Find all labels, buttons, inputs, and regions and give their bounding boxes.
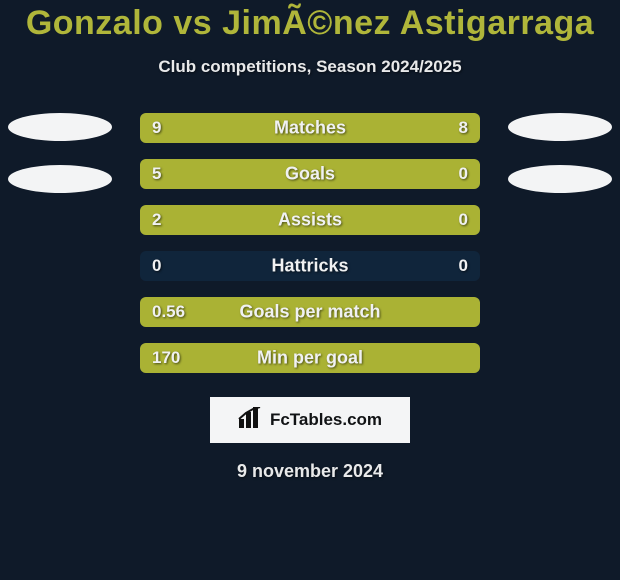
stat-row: 0.56 Goals per match <box>140 297 480 327</box>
stats-block: 9 8 Matches 5 0 Goals 2 0 Assists 0 0 Hattricks 0.56… <box>0 113 620 373</box>
stat-label: Hattricks <box>271 256 348 277</box>
player-right-ellipse-2 <box>508 165 612 193</box>
stat-row: 170 Min per goal <box>140 343 480 373</box>
stat-row: 2 0 Assists <box>140 205 480 235</box>
stat-row: 0 0 Hattricks <box>140 251 480 281</box>
bars-icon <box>238 407 264 434</box>
stat-rows: 9 8 Matches 5 0 Goals 2 0 Assists 0 0 Hattricks 0.56… <box>140 113 480 373</box>
stat-value-right: 0 <box>459 256 468 276</box>
stat-label: Assists <box>278 210 342 231</box>
date-text: 9 november 2024 <box>237 461 383 482</box>
stat-value-left: 2 <box>152 210 161 230</box>
page-title: Gonzalo vs JimÃ©nez Astigarraga <box>26 4 594 43</box>
source-badge: FcTables.com <box>210 397 410 443</box>
infographic: Gonzalo vs JimÃ©nez Astigarraga Club com… <box>0 0 620 580</box>
stat-fill-left <box>140 159 402 189</box>
stat-label: Goals per match <box>239 302 380 323</box>
stat-fill-left <box>140 205 402 235</box>
stat-value-right: 8 <box>459 118 468 138</box>
player-left-ellipse-1 <box>8 113 112 141</box>
player-right-ellipse-1 <box>508 113 612 141</box>
stat-fill-right <box>402 159 480 189</box>
source-badge-text: FcTables.com <box>270 410 382 430</box>
stat-value-left: 0.56 <box>152 302 185 322</box>
stat-fill-right <box>402 205 480 235</box>
stat-row: 9 8 Matches <box>140 113 480 143</box>
stat-label: Goals <box>285 164 335 185</box>
stat-value-left: 0 <box>152 256 161 276</box>
subtitle: Club competitions, Season 2024/2025 <box>158 57 461 77</box>
stat-value-left: 9 <box>152 118 161 138</box>
stat-value-left: 5 <box>152 164 161 184</box>
stat-value-left: 170 <box>152 348 180 368</box>
stat-label: Matches <box>274 118 346 139</box>
stat-label: Min per goal <box>257 348 363 369</box>
player-left-ellipse-2 <box>8 165 112 193</box>
stat-value-right: 0 <box>459 164 468 184</box>
stat-row: 5 0 Goals <box>140 159 480 189</box>
stat-value-right: 0 <box>459 210 468 230</box>
